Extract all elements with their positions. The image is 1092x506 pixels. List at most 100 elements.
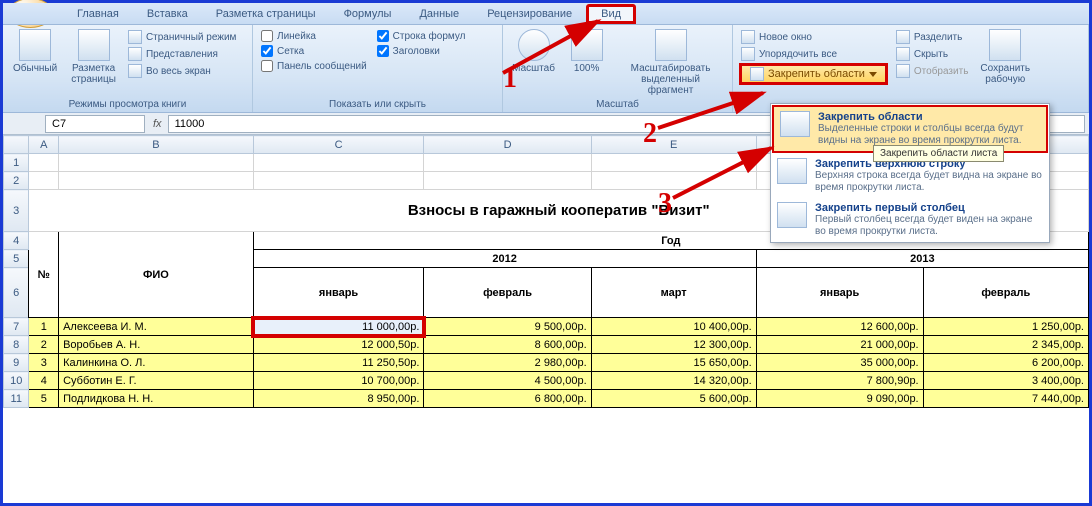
tab-layout[interactable]: Разметка страницы: [202, 5, 330, 23]
tab-view[interactable]: Вид: [586, 4, 636, 24]
btn-normal-view[interactable]: Обычный: [9, 27, 61, 110]
row-header[interactable]: 11: [4, 390, 29, 408]
row-header[interactable]: 1: [4, 154, 29, 172]
chk-message-bar[interactable]: Панель сообщений: [259, 59, 369, 73]
cell[interactable]: [29, 154, 59, 172]
header-month[interactable]: февраль: [923, 268, 1088, 318]
header-month[interactable]: март: [591, 268, 756, 318]
header-fio[interactable]: ФИО: [59, 232, 254, 318]
tab-formulas[interactable]: Формулы: [330, 5, 406, 23]
chk-headings[interactable]: Заголовки: [375, 44, 468, 58]
btn-zoom[interactable]: Масштаб: [509, 27, 558, 110]
btn-full-screen[interactable]: Во весь экран: [126, 63, 238, 79]
row-header[interactable]: 4: [4, 232, 29, 250]
cell-value[interactable]: 5 600,00р.: [591, 390, 756, 408]
cell-name[interactable]: Калинкина О. Л.: [59, 354, 254, 372]
cell-num[interactable]: 1: [29, 318, 59, 336]
cell-value[interactable]: 1 250,00р.: [923, 318, 1088, 336]
header-num[interactable]: №: [29, 232, 59, 318]
cell-num[interactable]: 3: [29, 354, 59, 372]
btn-unhide[interactable]: Отобразить: [894, 63, 971, 79]
col-header[interactable]: D: [424, 136, 591, 154]
cell[interactable]: [424, 154, 591, 172]
tab-review[interactable]: Рецензирование: [473, 5, 586, 23]
cell-value[interactable]: 2 345,00р.: [923, 336, 1088, 354]
fx-icon[interactable]: fx: [147, 118, 168, 130]
cell-value[interactable]: 14 320,00р.: [591, 372, 756, 390]
cell-value[interactable]: 11 250,50р.: [253, 354, 424, 372]
row-header[interactable]: 7: [4, 318, 29, 336]
cell-value[interactable]: 8 950,00р.: [253, 390, 424, 408]
row-header[interactable]: 6: [4, 268, 29, 318]
header-2012[interactable]: 2012: [253, 250, 756, 268]
cell-value[interactable]: 4 500,00р.: [424, 372, 591, 390]
cell-name[interactable]: Воробьев А. Н.: [59, 336, 254, 354]
cell-value[interactable]: 9 090,00р.: [756, 390, 923, 408]
cell-num[interactable]: 5: [29, 390, 59, 408]
cell[interactable]: [59, 154, 254, 172]
cell-value[interactable]: 21 000,00р.: [756, 336, 923, 354]
cell-value[interactable]: 7 440,00р.: [923, 390, 1088, 408]
row-header[interactable]: 3: [4, 190, 29, 232]
btn-hide[interactable]: Скрыть: [894, 46, 971, 62]
header-month[interactable]: январь: [253, 268, 424, 318]
cell-value[interactable]: 12 600,00р.: [756, 318, 923, 336]
cell[interactable]: [59, 172, 254, 190]
cell-value[interactable]: 8 600,00р.: [424, 336, 591, 354]
btn-freeze-panes[interactable]: Закрепить области: [739, 63, 888, 85]
row-header[interactable]: 9: [4, 354, 29, 372]
chk-formula-bar[interactable]: Строка формул: [375, 29, 468, 43]
chk-ruler[interactable]: Линейка: [259, 29, 369, 43]
row-header[interactable]: 10: [4, 372, 29, 390]
header-2013[interactable]: 2013: [756, 250, 1088, 268]
cell-value[interactable]: 12 300,00р.: [591, 336, 756, 354]
col-header[interactable]: B: [59, 136, 254, 154]
btn-100[interactable]: 100%: [564, 27, 609, 110]
btn-page-break[interactable]: Страничный режим: [126, 29, 238, 45]
col-header[interactable]: C: [253, 136, 424, 154]
cell-value[interactable]: 6 800,00р.: [424, 390, 591, 408]
btn-split[interactable]: Разделить: [894, 29, 971, 45]
cell-name[interactable]: Подлидкова Н. Н.: [59, 390, 254, 408]
row-header[interactable]: 2: [4, 172, 29, 190]
cell-value[interactable]: 12 000,50р.: [253, 336, 424, 354]
tab-data[interactable]: Данные: [405, 5, 473, 23]
col-header[interactable]: E: [591, 136, 756, 154]
cell-num[interactable]: 4: [29, 372, 59, 390]
cell-value[interactable]: 11 000,00р.: [253, 318, 424, 336]
col-header[interactable]: A: [29, 136, 59, 154]
cell[interactable]: [424, 172, 591, 190]
cell-num[interactable]: 2: [29, 336, 59, 354]
select-all[interactable]: [4, 136, 29, 154]
cell-value[interactable]: 10 400,00р.: [591, 318, 756, 336]
btn-page-layout[interactable]: Разметка страницы: [67, 27, 120, 110]
cell-value[interactable]: 3 400,00р.: [923, 372, 1088, 390]
header-month[interactable]: февраль: [424, 268, 591, 318]
btn-arrange[interactable]: Упорядочить все: [739, 46, 888, 62]
cell[interactable]: [591, 172, 756, 190]
cell-value[interactable]: 2 980,00р.: [424, 354, 591, 372]
cell[interactable]: [253, 154, 424, 172]
cell-value[interactable]: 7 800,90р.: [756, 372, 923, 390]
chk-gridlines[interactable]: Сетка: [259, 44, 369, 58]
cell-name[interactable]: Алексеева И. М.: [59, 318, 254, 336]
btn-custom-views[interactable]: Представления: [126, 46, 238, 62]
dd-freeze-first-col[interactable]: Закрепить первый столбец Первый столбец …: [771, 198, 1049, 242]
cell-value[interactable]: 15 650,00р.: [591, 354, 756, 372]
cell[interactable]: [591, 154, 756, 172]
tab-insert[interactable]: Вставка: [133, 5, 202, 23]
cell-value[interactable]: 6 200,00р.: [923, 354, 1088, 372]
cell[interactable]: [253, 172, 424, 190]
row-header[interactable]: 5: [4, 250, 29, 268]
cell-name[interactable]: Субботин Е. Г.: [59, 372, 254, 390]
btn-save-workspace[interactable]: Сохранить рабочую: [976, 27, 1034, 110]
header-month[interactable]: январь: [756, 268, 923, 318]
tab-home[interactable]: Главная: [63, 5, 133, 23]
cell-value[interactable]: 9 500,00р.: [424, 318, 591, 336]
cell-value[interactable]: 35 000,00р.: [756, 354, 923, 372]
btn-zoom-selection[interactable]: Масштабировать выделенный фрагмент: [615, 27, 726, 110]
name-box[interactable]: [45, 115, 145, 133]
cell-value[interactable]: 10 700,00р.: [253, 372, 424, 390]
btn-new-window[interactable]: Новое окно: [739, 29, 888, 45]
row-header[interactable]: 8: [4, 336, 29, 354]
